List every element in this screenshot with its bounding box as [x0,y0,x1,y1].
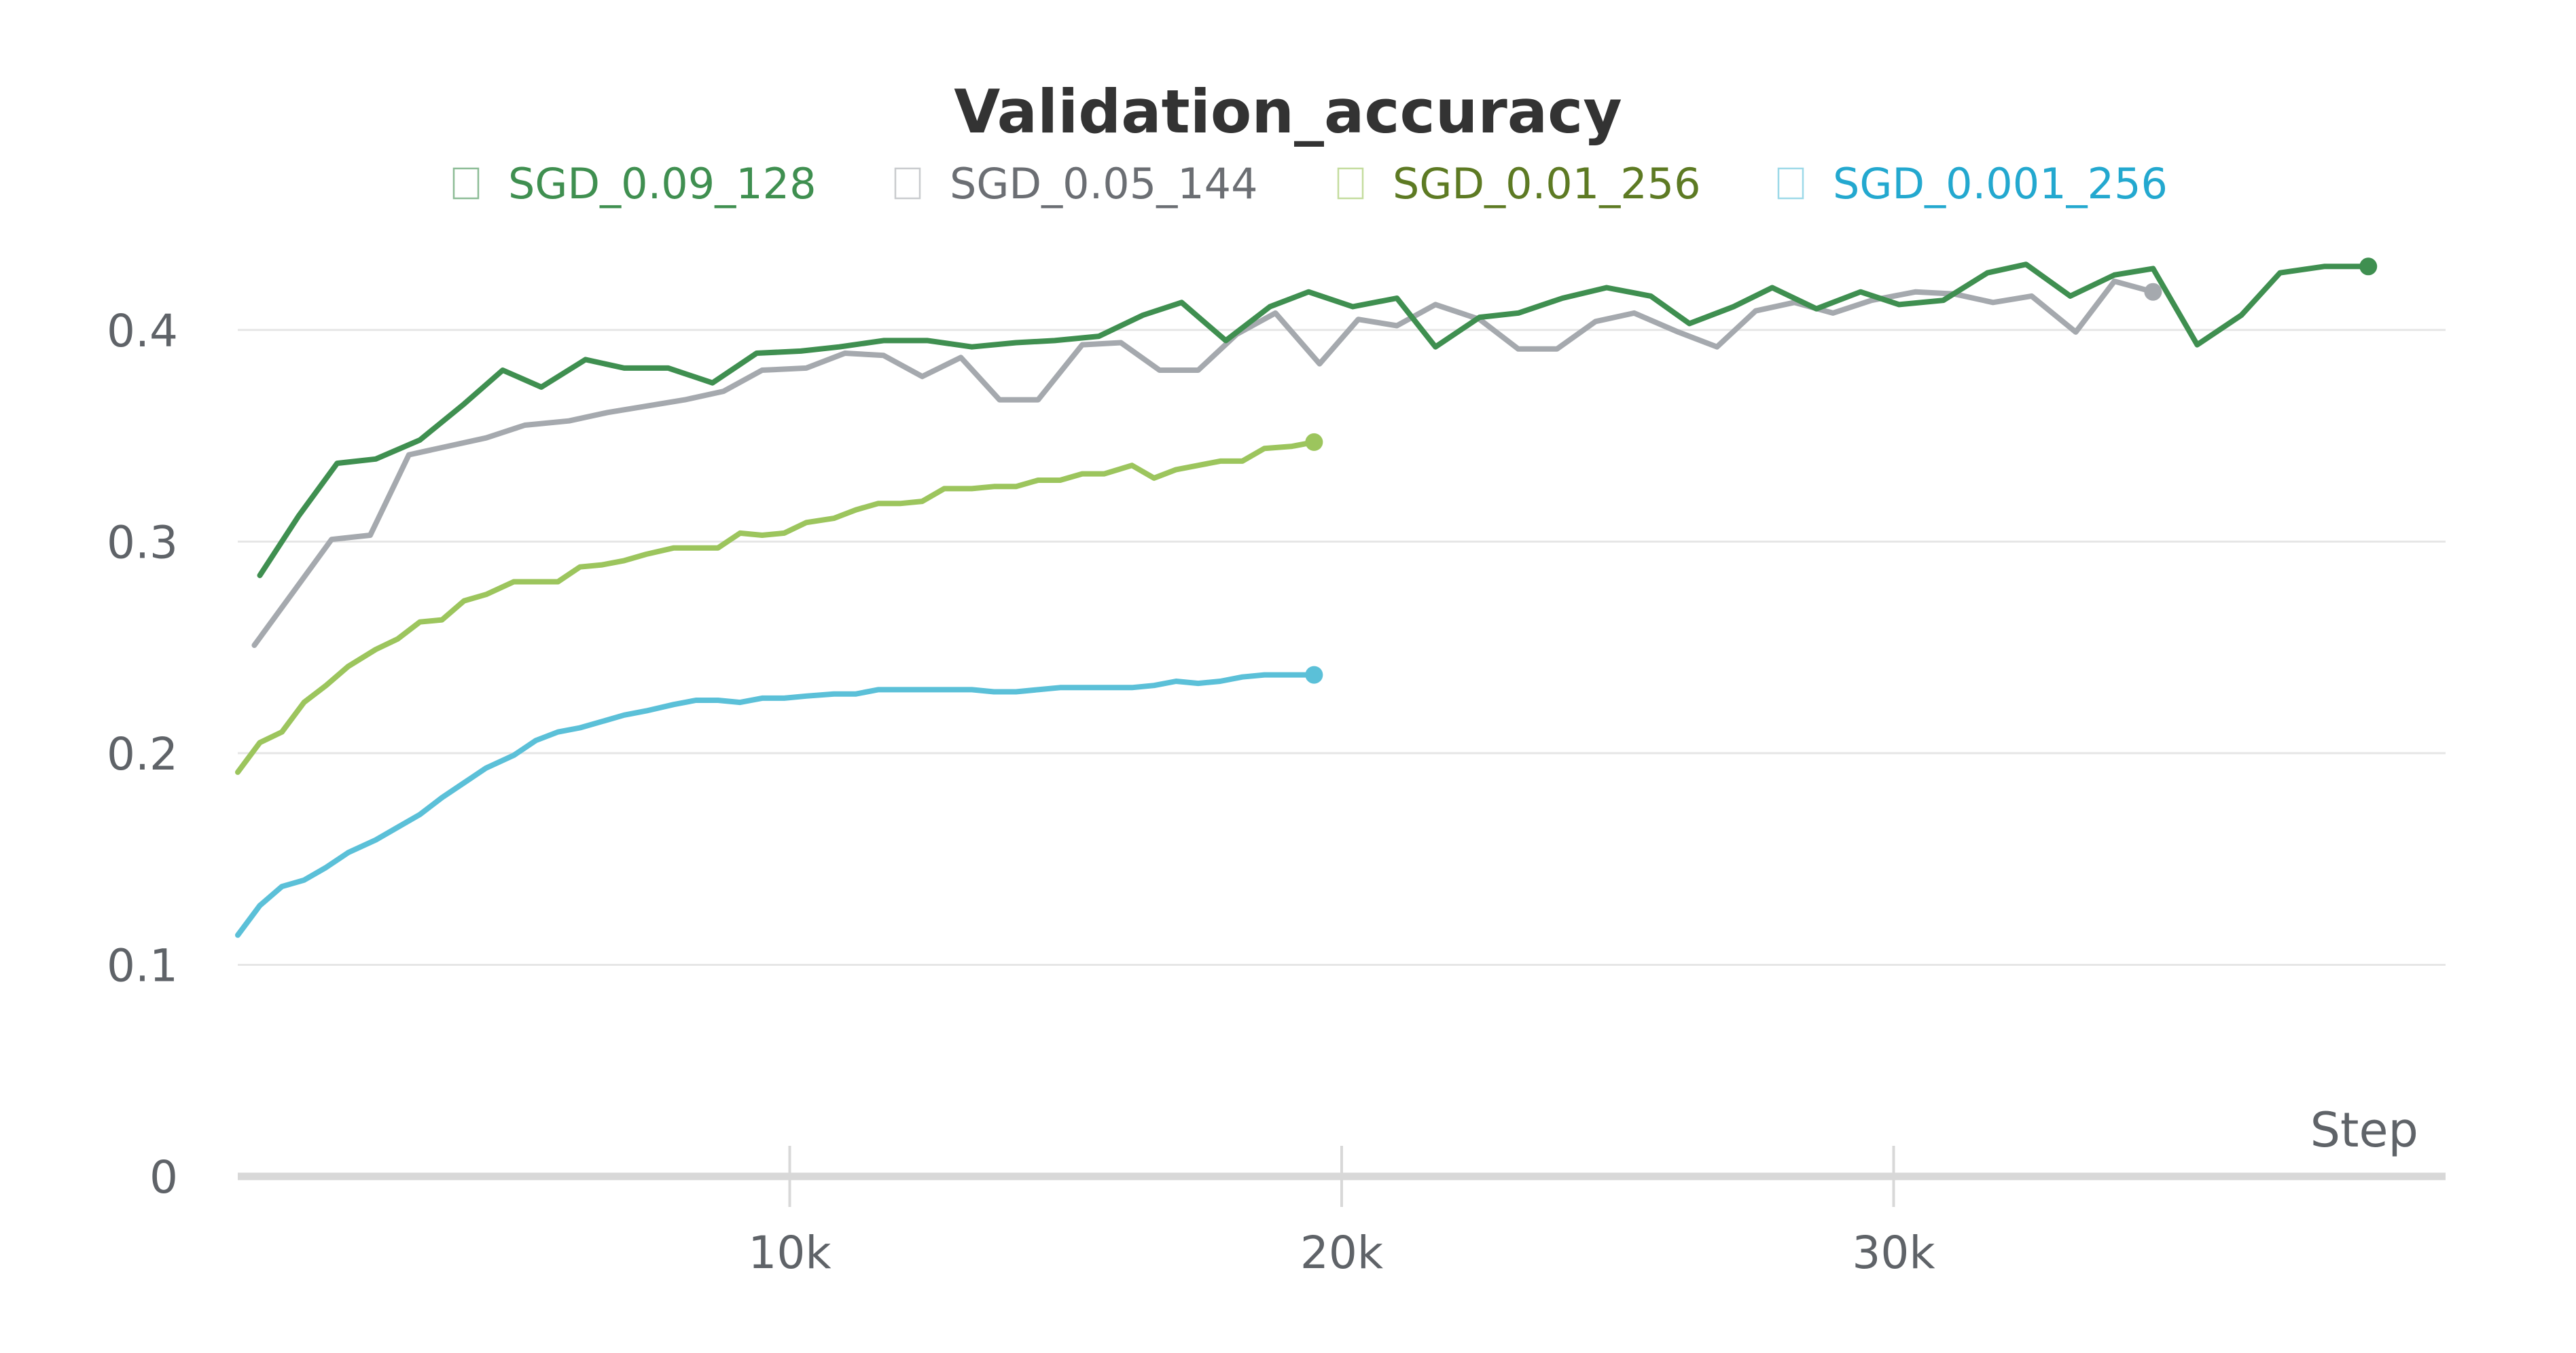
x-tick-label: 30k [1852,1227,1935,1279]
x-axis: 10k 20k 30k [238,1146,2446,1279]
legend-label: SGD_0.05_144 [950,159,1258,209]
series-line [235,672,1317,938]
y-tick-label: 0.4 [107,305,178,357]
legend-swatch-icon[interactable] [452,167,480,200]
y-axis-ticks: 0 0.1 0.2 0.3 0.4 [107,305,178,1204]
y-tick-label: 0.3 [107,516,178,569]
chart-title: Validation_accuracy [954,77,1622,147]
legend-swatch-icon[interactable] [1777,167,1804,200]
series-lines [235,257,2378,938]
legend-item[interactable]: SGD_0.05_144 [894,159,1258,209]
legend-label: SGD_0.01_256 [1393,159,1701,209]
x-tick-label: 20k [1300,1227,1384,1279]
series-endpoint [1305,433,1323,451]
series-line [257,261,2372,579]
legend-label: SGD_0.001_256 [1833,159,2168,209]
series-endpoint [2359,257,2378,276]
series-endpoint [1305,666,1323,684]
legend-item[interactable]: SGD_0.001_256 [1777,159,2168,209]
legend-item[interactable]: SGD_0.09_128 [452,159,817,209]
legend-swatch-icon[interactable] [1337,167,1364,200]
series-line [251,278,2156,648]
y-tick-label: 0.1 [107,939,178,992]
legend-item[interactable]: SGD_0.01_256 [1337,159,1701,209]
y-tick-label: 0.2 [107,728,178,780]
x-axis-title: Step [2310,1102,2418,1158]
legend-label: SGD_0.09_128 [508,159,817,209]
series-line [235,439,1317,775]
x-tick-label: 10k [748,1227,831,1279]
legend[interactable]: SGD_0.09_128 SGD_0.05_144 SGD_0.01_256 SGD_… [452,159,2168,209]
y-tick-label: 0 [149,1151,178,1204]
series-endpoint [2144,283,2162,301]
legend-swatch-icon[interactable] [894,167,921,200]
